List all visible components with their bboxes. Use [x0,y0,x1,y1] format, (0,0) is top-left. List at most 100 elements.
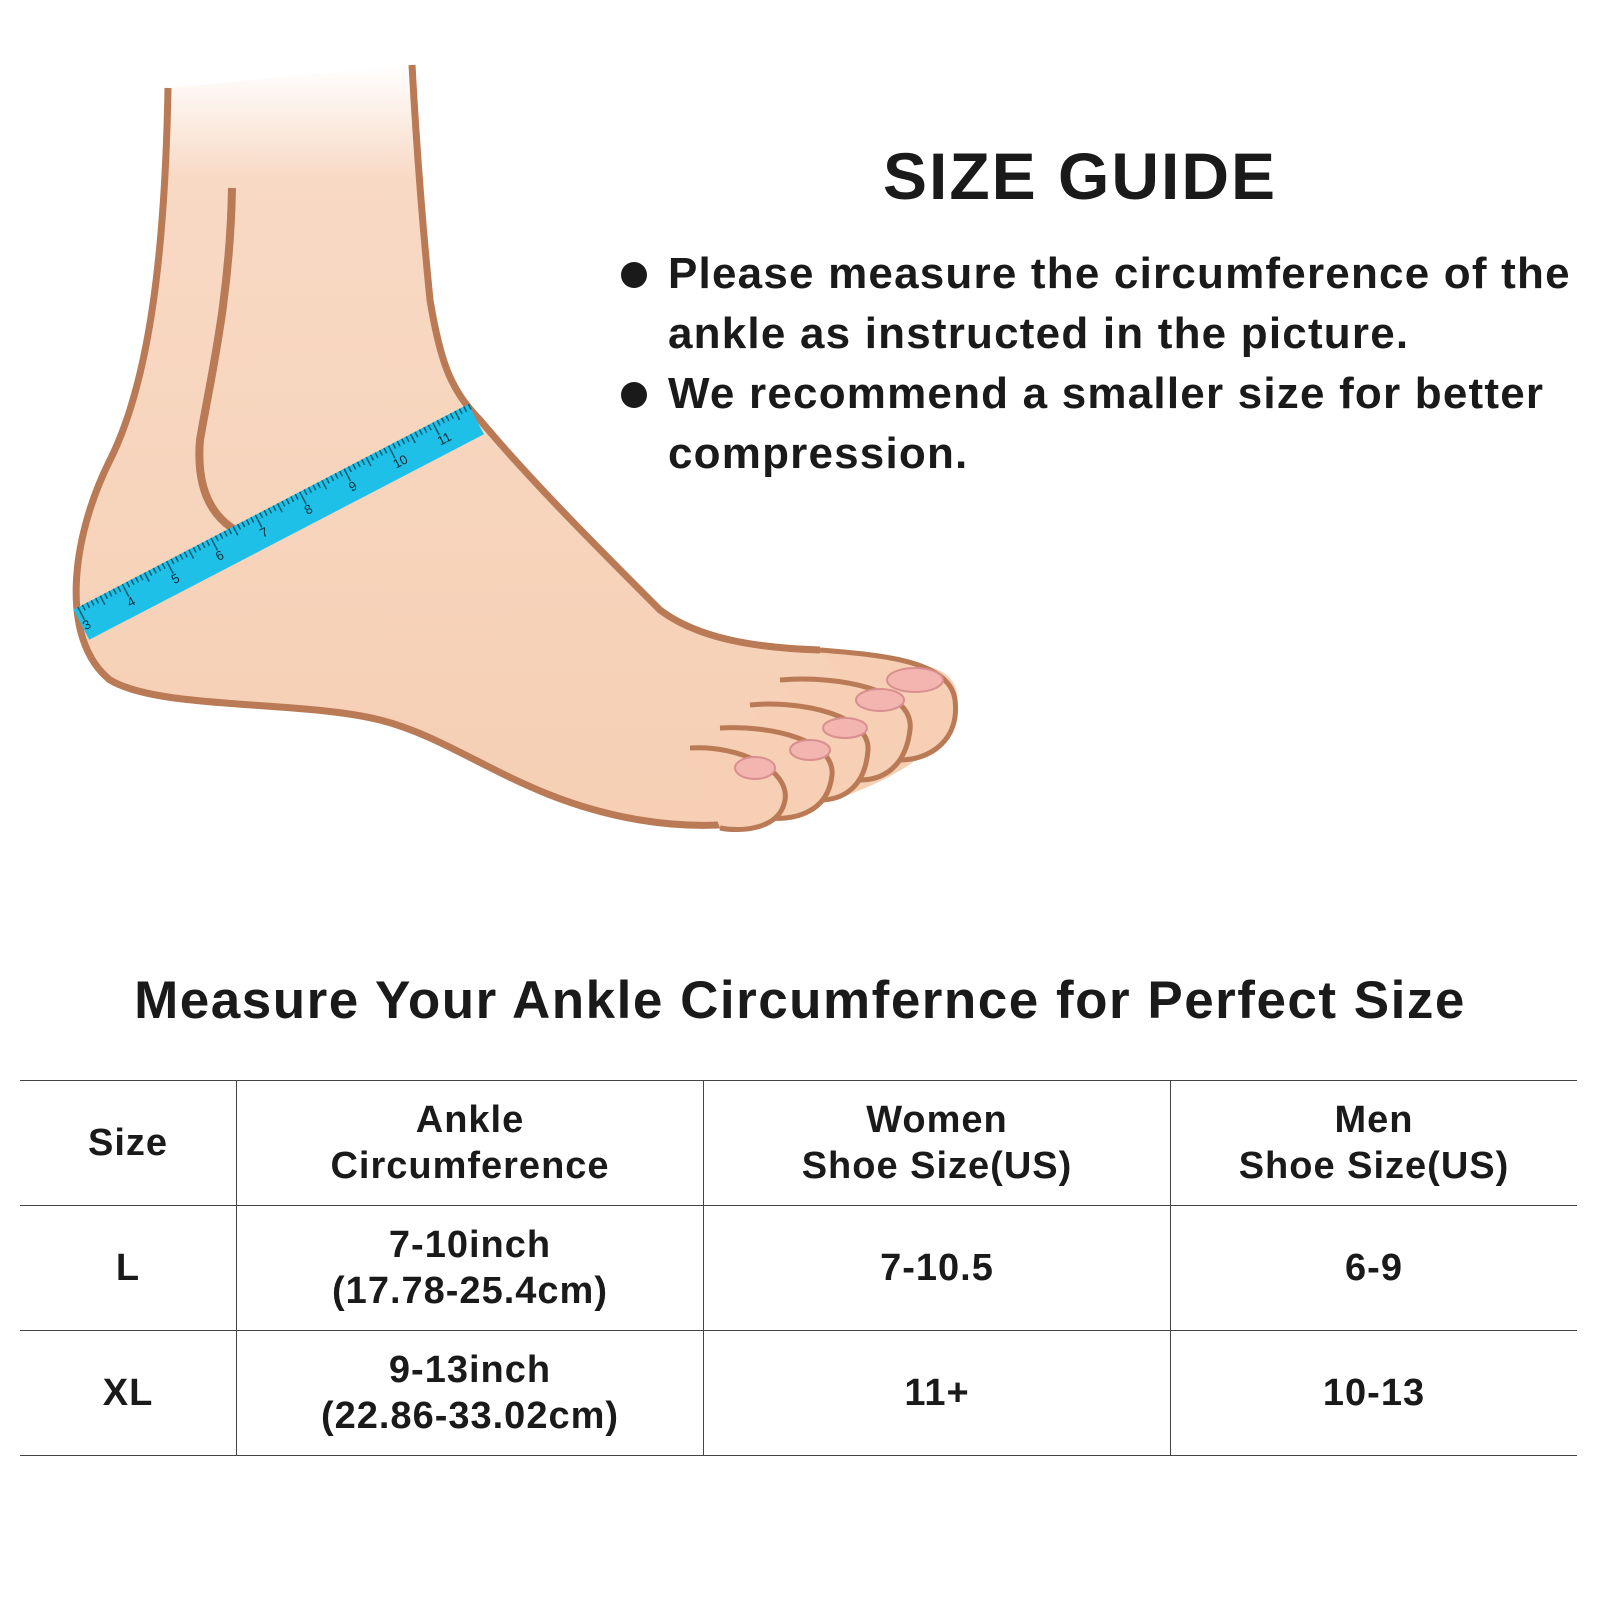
tape-tick [241,521,246,528]
tape-tick [303,489,308,496]
tape-tick [365,456,372,467]
header-men: Men Shoe Size(US) [1170,1080,1577,1206]
tape-tick [440,417,446,424]
tape-tick [299,491,307,505]
tape-tick [174,556,179,563]
section-heading: Measure Your Ankle Circumfernce for Perf… [134,971,1466,1030]
tape-tick [370,454,375,461]
cell-women: 11+ [703,1330,1171,1456]
tape-tick [458,408,463,415]
tape-tick [449,412,454,420]
tape-tick [294,493,299,500]
table-header-row: Size Ankle Circumference Women Shoe Size(U… [20,1080,1577,1206]
tape-tick [205,539,211,546]
tape-tick [436,419,441,426]
toenails [734,667,944,780]
tape-tick [396,440,401,447]
tape-tick [316,482,321,489]
tape-tick [454,410,461,421]
tape-tick [347,466,352,473]
tape-tick [467,403,472,410]
tape-tick [197,544,202,551]
tape-tick [361,459,366,466]
tape-tick [445,415,450,422]
tape-tick [414,431,419,438]
tape-tick [330,475,335,482]
cell-size: L [20,1205,237,1331]
tape-tick [409,433,416,444]
tape-tick [401,438,406,445]
tape-tick [219,533,224,540]
tape-number: 10 [390,451,410,471]
cell-women: 7-10.5 [703,1205,1171,1331]
bullet-icon [621,382,647,408]
tape-tick [343,468,352,482]
tape-tick [463,406,468,413]
tape-tick [170,558,175,565]
tape-tick [228,528,233,535]
cell-ankle: 9-13inch (22.86-33.02cm) [236,1330,704,1456]
table-row: L 7-10inch (17.78-25.4cm) 7-10.5 6-9 [20,1205,1577,1331]
cell-ankle: 7-10inch (17.78-25.4cm) [236,1205,704,1331]
tape-tick [161,563,166,570]
tape-tick [378,449,383,456]
tape-tick [166,560,174,574]
tape-tick [423,426,428,433]
tape-tick [307,486,313,493]
instruction-text: Please measure the circumference of the … [668,249,1571,358]
tape-tick [259,512,264,519]
instructions-list: Please measure the circumference of the … [618,244,1598,484]
tape-tick [281,500,286,507]
cell-men: 6-9 [1170,1205,1577,1331]
tape-tick [157,565,162,572]
tape-tick [352,463,357,470]
tape-tick [86,602,91,609]
tape-tick [325,477,330,484]
tape-tick [117,586,122,593]
tape-tick [183,551,188,558]
tape-tick [285,498,290,505]
table-row: XL 9-13inch (22.86-33.02cm) 11+ 10-13 [20,1330,1577,1456]
tape-tick [130,579,135,586]
tape-tick [268,507,273,514]
tape-tick [192,546,197,553]
tape-tick [148,569,153,577]
tape-tick [312,484,317,491]
tape-tick [201,542,206,549]
tape-tick [210,537,219,551]
tape-tick [81,604,86,611]
tape-tick [108,590,113,597]
tape-tick [103,593,109,600]
tape-tick [356,461,361,468]
tape-tick [188,549,195,559]
page-title: SIZE GUIDE [882,139,1278,213]
tape-tick [245,519,250,526]
header-women: Women Shoe Size(US) [703,1080,1171,1206]
tape-tick [236,523,242,530]
tape-tick [290,496,295,503]
tape-tick [223,530,228,537]
tape-tick [139,574,144,581]
tape-tick [392,443,397,450]
cell-men: 10-13 [1170,1330,1577,1456]
tape-tick [77,606,86,621]
tape-tick [121,583,130,597]
instruction-item: Please measure the circumference of the … [618,244,1598,364]
tape-tick [254,514,263,528]
tape-tick [95,597,100,604]
tape-tick [338,470,344,477]
tape-tick [90,600,95,607]
tape-tick [263,509,268,516]
header-ankle: Ankle Circumference [236,1080,704,1206]
tape-tick [134,576,140,583]
tape-tick [374,452,379,459]
header-size: Size [20,1080,237,1206]
tape-tick [272,505,277,512]
tape-tick [334,473,339,480]
foot-shape [76,65,958,826]
cell-size: XL [20,1330,237,1456]
tape-tick [383,447,388,454]
tape-tick [99,595,106,605]
tape-number: 11 [435,429,454,449]
